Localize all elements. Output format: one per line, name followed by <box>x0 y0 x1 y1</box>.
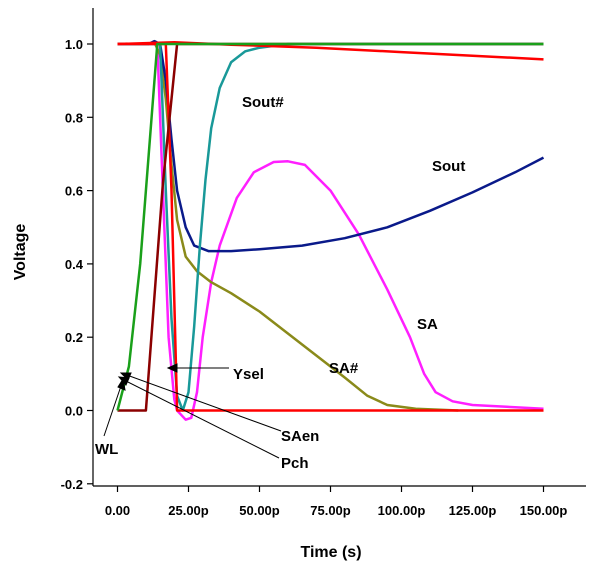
series-label-sout-hash: Sout# <box>242 94 284 111</box>
ticks-layer: 0.00 25.00p 50.00p 75.00p 100.00p 125.00p 150.… <box>61 37 568 518</box>
y-axis-title: Voltage <box>12 224 29 281</box>
y-tick-label: 1.0 <box>65 37 83 52</box>
series-label-sout: Sout <box>432 158 465 175</box>
series-label-saen: SAen <box>281 428 319 445</box>
series-label-ysel: Ysel <box>233 366 264 383</box>
x-tick-label: 125.00p <box>449 503 497 518</box>
y-tick-label: 0.8 <box>65 110 83 125</box>
x-tick-label: 0.00 <box>105 503 130 518</box>
y-tick-label: 0.2 <box>65 330 83 345</box>
series-line-ysel <box>118 44 544 411</box>
arrow-pch <box>122 379 279 458</box>
series-line-sout <box>118 41 544 251</box>
series-label-pch: Pch <box>281 455 309 472</box>
y-tick-label: -0.2 <box>61 477 83 492</box>
x-tick-label: 50.00p <box>239 503 280 518</box>
series-line-saen <box>118 44 544 411</box>
series-label-sa: SA <box>417 316 438 333</box>
series-line-wl <box>118 44 544 411</box>
x-tick-label: 75.00p <box>310 503 351 518</box>
series-label-wl: WL <box>95 441 118 458</box>
x-tick-label: 25.00p <box>168 503 209 518</box>
x-tick-label: 100.00p <box>378 503 426 518</box>
series-line-sout-hash <box>118 44 544 411</box>
x-tick-label: 150.00p <box>520 503 568 518</box>
y-tick-label: 0.0 <box>65 404 83 419</box>
x-axis-title: Time (s) <box>300 544 361 561</box>
series-label-sa-hash: SA# <box>329 360 359 377</box>
y-tick-label: 0.4 <box>65 257 84 272</box>
y-tick-label: 0.6 <box>65 184 83 199</box>
